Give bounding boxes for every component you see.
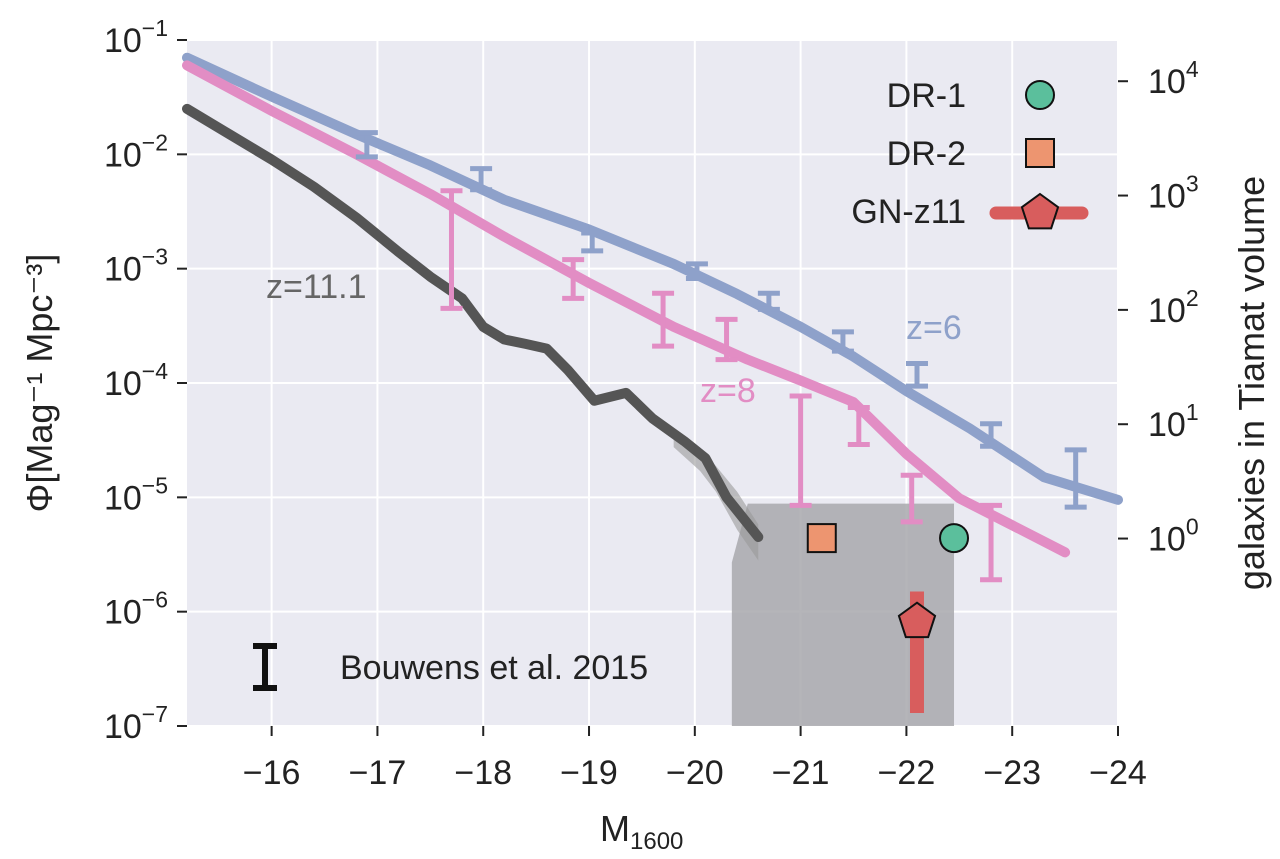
y-right-tick-label: 103 xyxy=(1148,171,1199,216)
z11-uncertainty-band xyxy=(673,433,759,561)
data-points xyxy=(806,523,970,713)
errorbar-z8 xyxy=(652,290,675,349)
errorbar-z6 xyxy=(470,166,493,193)
grid xyxy=(187,39,1119,727)
x-tick-label: −18 xyxy=(454,754,512,792)
legend-label-dr-2: DR-2 xyxy=(887,135,966,173)
errorbar-z6 xyxy=(905,361,928,389)
bouwens-errorbars xyxy=(355,130,1087,583)
x-tick-label: −21 xyxy=(772,754,830,792)
x-axis-ticks: −16 −17 −18 −19 −20 −21 −22 −23 −24 xyxy=(243,726,1147,792)
errorbar-z8 xyxy=(789,393,812,508)
y-right-tick-label: 104 xyxy=(1148,56,1199,101)
legend-label-dr-1: DR-1 xyxy=(887,77,966,115)
y-right-tick-label: 102 xyxy=(1148,285,1199,330)
errorbar-z6 xyxy=(685,261,708,282)
y-tick-label: 10−2 xyxy=(104,129,168,174)
errorbar-z6 xyxy=(581,230,604,254)
errorbar-z8 xyxy=(847,405,870,447)
x-tick-label: −22 xyxy=(878,754,936,792)
legend: DR-1 DR-2 GN-z11 xyxy=(851,77,1089,231)
y-tick-label: 10−4 xyxy=(104,358,168,403)
y-axis-ticks: 10−1 10−2 10−3 10−4 10−5 10−6 10−7 xyxy=(104,15,187,746)
errorbar-z6 xyxy=(355,130,378,160)
point-dr1 xyxy=(939,523,970,554)
errorbar-z8 xyxy=(440,188,463,311)
x-axis-label-main: M xyxy=(600,808,630,849)
z11-band xyxy=(673,433,759,561)
annotation-z8: z=8 xyxy=(700,372,756,410)
x-tick-label: −24 xyxy=(1089,754,1147,792)
y-axis-label: Φ[Mag⁻¹ Mpc⁻³] xyxy=(19,254,60,513)
x-tick-label: −23 xyxy=(983,754,1041,792)
x-axis-label: M1600 xyxy=(600,808,683,855)
x-tick-label: −17 xyxy=(349,754,407,792)
y-right-axis-ticks: 104 103 102 101 100 xyxy=(1118,56,1199,559)
errorbar-z8 xyxy=(562,257,585,301)
legend-label-gn-z11: GN-z11 xyxy=(851,193,966,231)
legend-marker-pentagon xyxy=(1020,192,1060,230)
x-tick-label: −16 xyxy=(243,754,301,792)
y-tick-label: 10−6 xyxy=(104,587,168,632)
y-right-axis-label: galaxies in Tiamat volume xyxy=(1231,176,1272,590)
errorbar-z6 xyxy=(1064,447,1087,510)
shaded-region xyxy=(731,503,955,726)
series-line-z8 xyxy=(182,60,1071,558)
errorbar-z6 xyxy=(831,329,854,354)
point-gnz11 xyxy=(897,601,937,639)
bouwens-label: Bouwens et al. 2015 xyxy=(340,649,648,687)
errorbar-z6 xyxy=(980,421,1003,449)
x-tick-label: −20 xyxy=(666,754,724,792)
point-dr2 xyxy=(806,523,837,554)
x-axis-label-sub: 1600 xyxy=(630,828,683,855)
errorbar-z8 xyxy=(715,316,738,363)
y-tick-label: 10−3 xyxy=(104,244,168,289)
annotation-z6: z=6 xyxy=(906,309,962,347)
y-right-tick-label: 100 xyxy=(1148,514,1199,559)
x-tick-label: −19 xyxy=(560,754,618,792)
errorbar-z8 xyxy=(900,472,923,525)
legend-marker-circle xyxy=(1025,80,1055,110)
series-line-z11 xyxy=(182,103,764,542)
annotation-z11: z=11.1 xyxy=(266,268,367,306)
y-tick-label: 10−7 xyxy=(104,701,168,746)
legend-marker-square xyxy=(1025,138,1055,168)
y-tick-label: 10−5 xyxy=(104,472,168,517)
errorbar-z6 xyxy=(757,290,780,312)
shaded-box xyxy=(731,503,955,726)
y-right-tick-label: 101 xyxy=(1148,399,1199,444)
errorbar-z8 xyxy=(980,502,1003,583)
bouwens-errorbar-icon xyxy=(253,643,277,691)
y-tick-label: 10−1 xyxy=(104,15,168,60)
bouwens-legend: Bouwens et al. 2015 xyxy=(253,643,648,691)
